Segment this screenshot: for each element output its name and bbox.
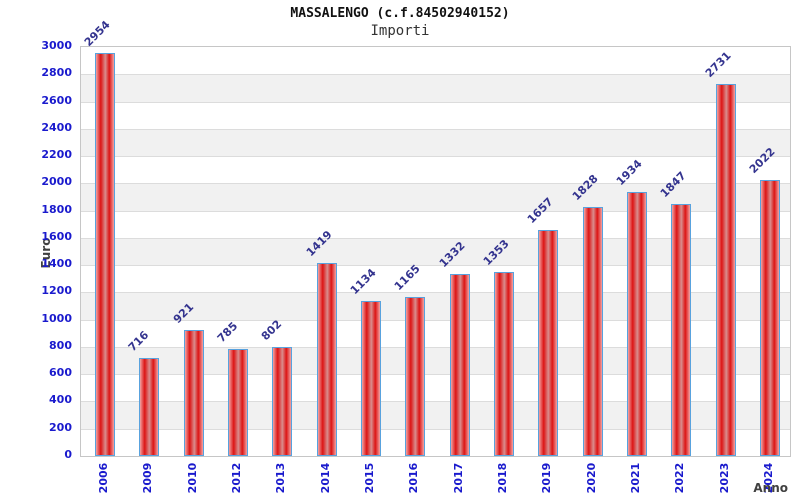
bar [405, 297, 426, 456]
bar [759, 180, 780, 456]
chart-title: MASSALENGO (c.f.84502940152) [290, 6, 510, 21]
gridline-band [81, 74, 790, 102]
gridline-band [81, 128, 790, 157]
gridline-band [81, 101, 790, 129]
x-tick-label: 2012 [230, 462, 244, 494]
x-tick-label: 2010 [185, 462, 199, 494]
y-tick-label: 2400 [41, 120, 72, 134]
x-tick-label: 2020 [584, 462, 598, 494]
x-tick-label: 2018 [495, 462, 509, 494]
x-tick-label: 2022 [673, 462, 687, 494]
x-tick-label: 2014 [318, 462, 332, 494]
bar [361, 301, 382, 456]
y-tick-label: 800 [49, 338, 72, 352]
bar [272, 346, 293, 456]
gridline-band [81, 47, 790, 75]
y-tick-label: 1200 [41, 284, 72, 298]
bar [671, 204, 692, 456]
plot-area: 2954 716 921 785 802 1419 1134 1165 1332 1353 1657… [80, 18, 791, 457]
y-tick-label: 1800 [41, 202, 72, 216]
y-tick-label: 0 [64, 448, 72, 461]
x-tick-label: 2009 [141, 462, 155, 494]
bar [228, 348, 249, 456]
y-tick-label: 400 [49, 393, 72, 407]
bar [449, 274, 470, 456]
y-tick-label: 200 [49, 420, 72, 434]
bar [715, 83, 736, 456]
x-tick-label: 2015 [363, 462, 377, 494]
y-tick-label: 1400 [41, 257, 72, 271]
y-tick-label: 1000 [41, 311, 72, 325]
bar [538, 230, 559, 456]
bar [139, 358, 160, 456]
y-tick-label: 2800 [41, 66, 72, 80]
y-tick-label: 600 [49, 366, 72, 380]
bar [316, 262, 337, 456]
bar [582, 206, 603, 456]
y-tick-label: 2200 [41, 148, 72, 162]
x-tick-label: 2021 [628, 462, 642, 494]
y-tick-label: 2600 [41, 93, 72, 107]
x-tick-label: 2023 [717, 462, 731, 494]
bar [626, 192, 647, 456]
x-tick-label: 2019 [540, 462, 554, 494]
bar [493, 271, 514, 456]
x-tick-label: 2013 [274, 462, 288, 494]
chart-subtitle: Importi [370, 23, 430, 39]
bar [183, 330, 204, 456]
bar [95, 53, 116, 456]
x-axis-title: Anno [753, 481, 788, 495]
gridline-band [81, 156, 790, 184]
x-tick-label: 2017 [451, 462, 465, 494]
x-tick-label: 2016 [407, 462, 421, 494]
y-tick-label: 3000 [41, 39, 72, 52]
y-tick-label: 1600 [41, 229, 72, 243]
y-tick-label: 2000 [41, 175, 72, 189]
x-tick-label: 2006 [97, 462, 111, 494]
